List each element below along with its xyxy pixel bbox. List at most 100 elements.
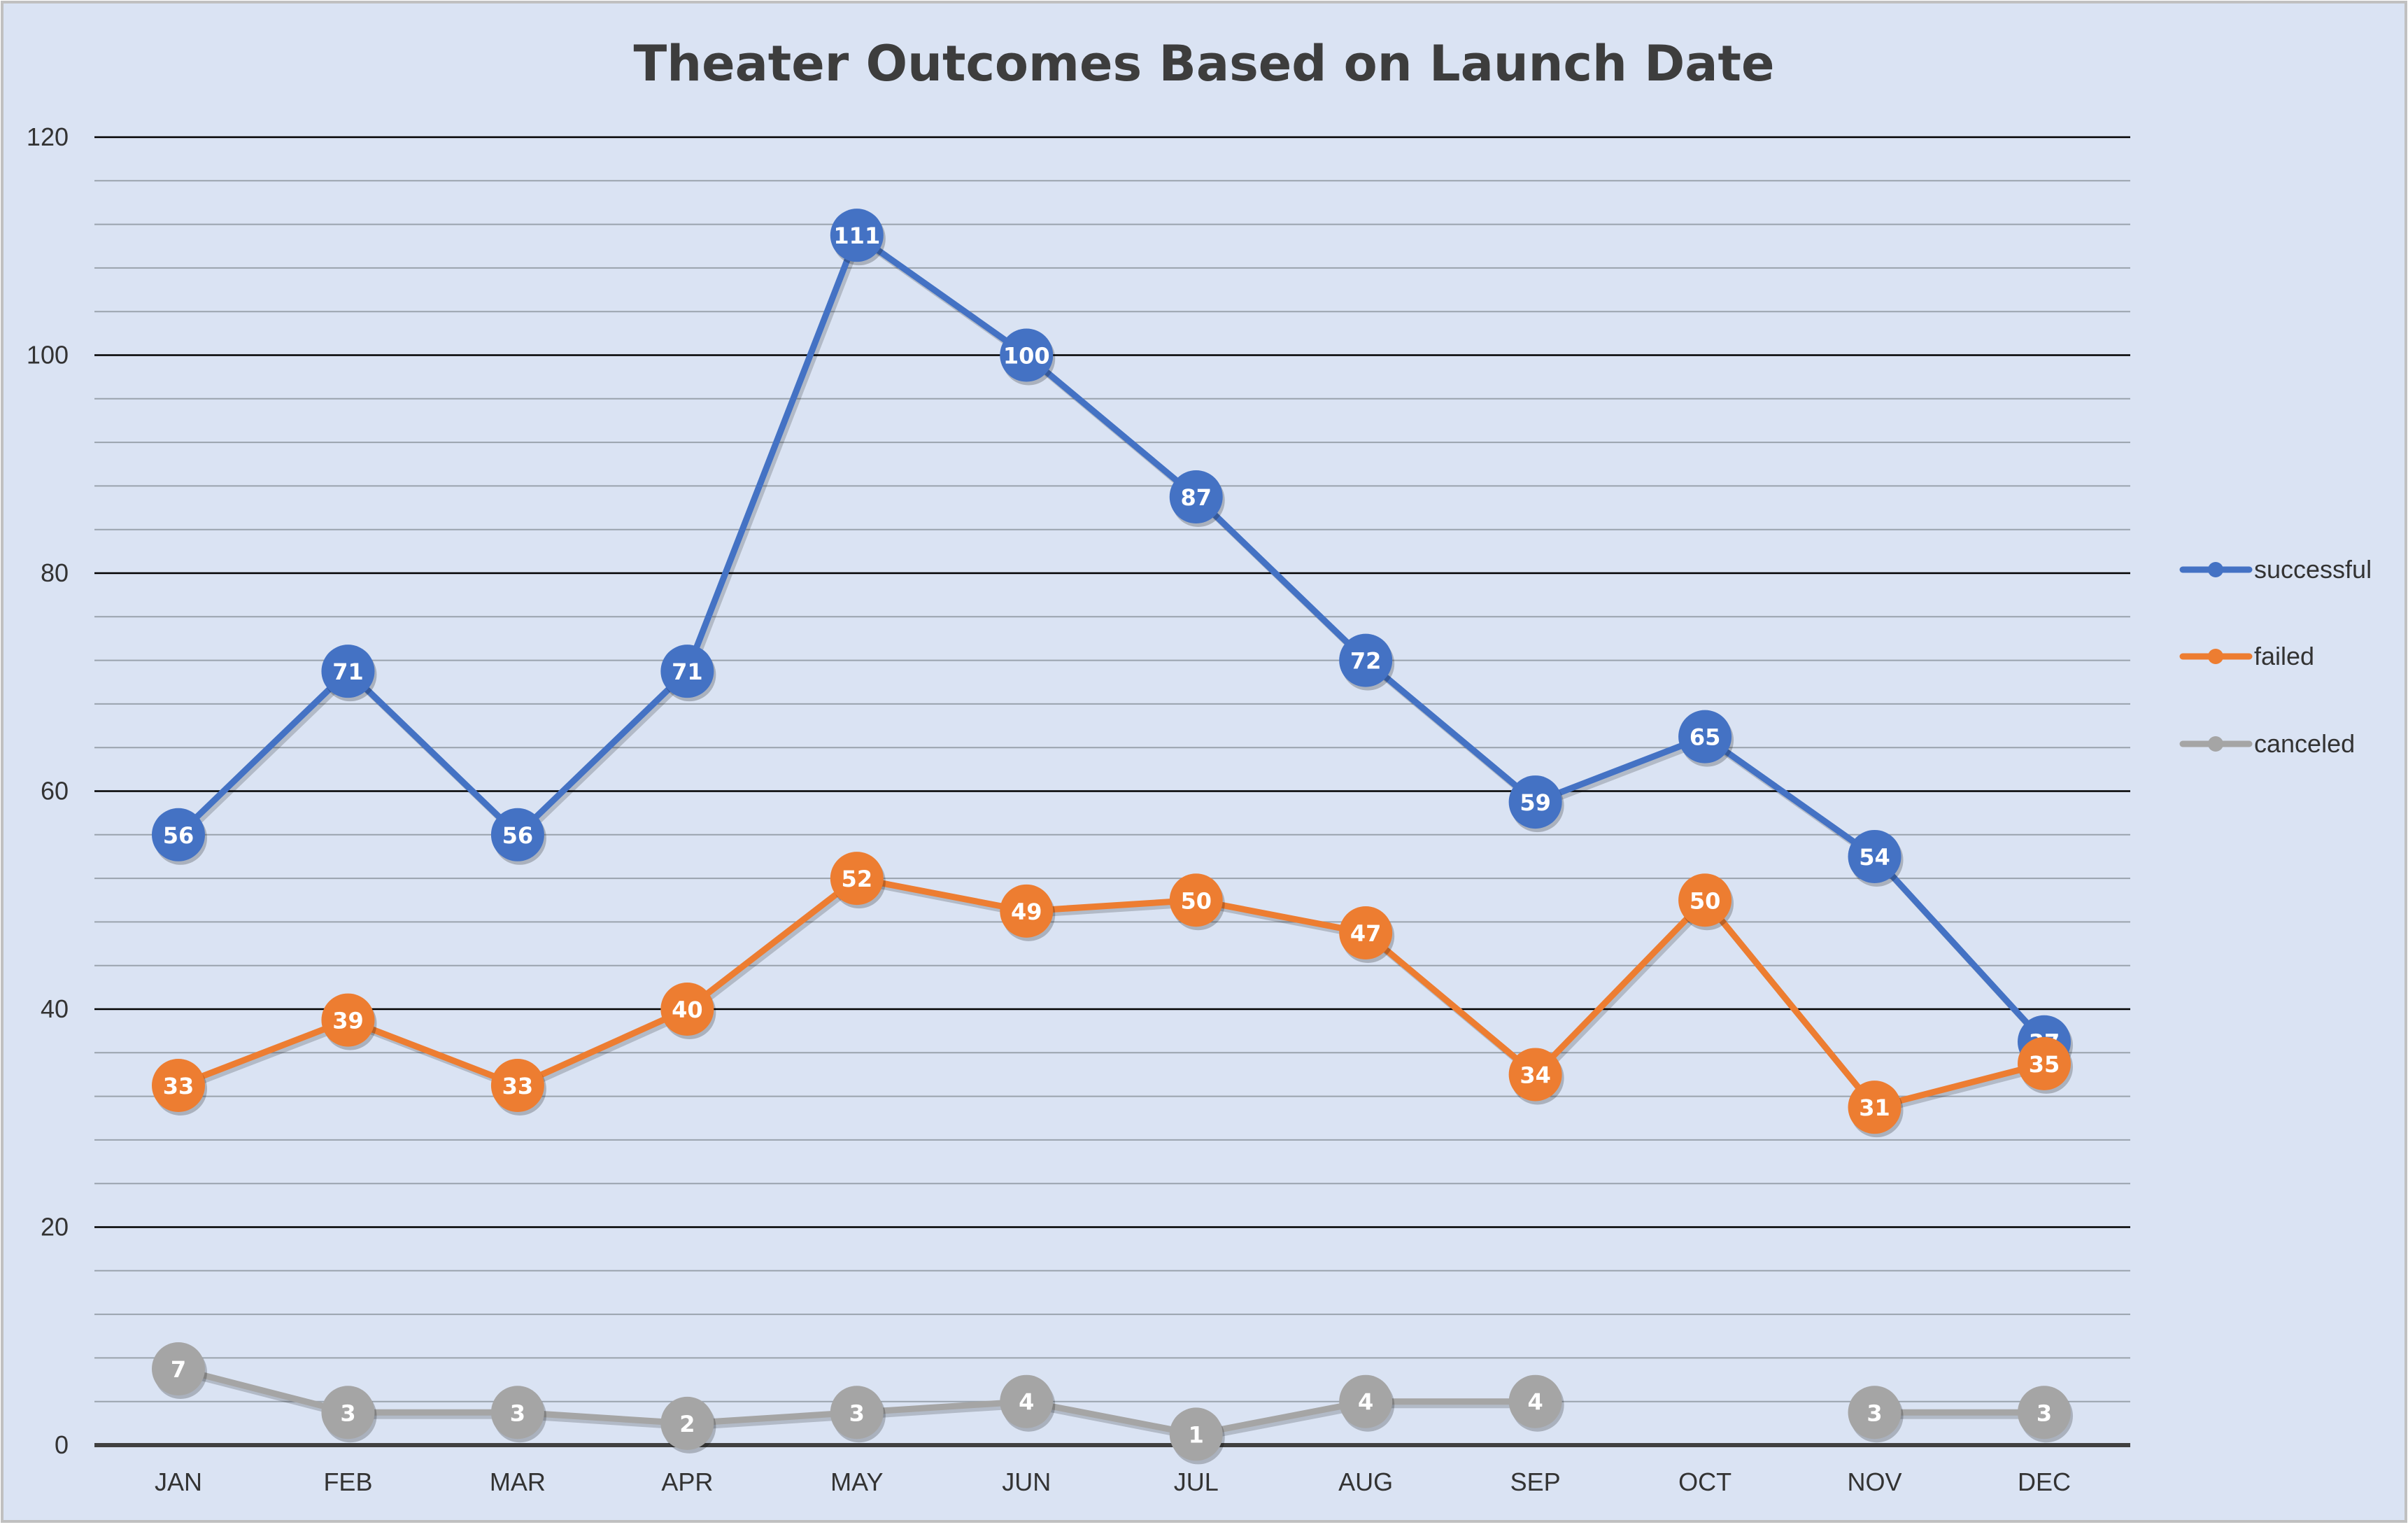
data-point-successful [490, 808, 544, 861]
x-tick-label: FEB [323, 1468, 372, 1496]
data-point-failed [152, 1059, 205, 1113]
data-label-canceled: 3 [2037, 1400, 2052, 1426]
data-label-successful: 59 [1520, 789, 1551, 816]
data-point-successful [152, 808, 205, 861]
data-point-failed [1169, 873, 1223, 927]
data-label-failed: 47 [1350, 920, 1382, 947]
legend-marker-successful [2208, 562, 2223, 577]
y-tick-label: 60 [41, 777, 69, 805]
data-labels: 5671567111110087725965543733393340524950… [152, 209, 2073, 1465]
data-point-successful [1000, 328, 1054, 382]
data-point-failed [830, 852, 884, 906]
x-tick-label: JUL [1174, 1468, 1219, 1496]
data-label-failed: 49 [1011, 899, 1042, 925]
data-label-failed: 33 [502, 1073, 534, 1099]
data-point-canceled [1339, 1374, 1393, 1428]
data-point-failed [1339, 906, 1393, 959]
data-label-canceled: 3 [849, 1400, 865, 1426]
x-tick-label: OCT [1678, 1468, 1731, 1496]
data-label-canceled: 4 [1358, 1389, 1373, 1416]
data-label-successful: 72 [1350, 648, 1382, 675]
legend-marker-failed [2208, 649, 2223, 664]
data-point-failed [2018, 1036, 2071, 1090]
data-point-successful [1848, 829, 1901, 883]
data-label-canceled: 1 [1189, 1421, 1204, 1448]
data-point-successful [1339, 633, 1393, 687]
data-label-canceled: 3 [1867, 1400, 1882, 1426]
x-tick-label: MAR [490, 1468, 546, 1496]
y-tick-label: 0 [55, 1430, 69, 1459]
data-point-canceled [1000, 1374, 1054, 1428]
data-point-canceled [660, 1396, 714, 1450]
data-point-canceled [490, 1386, 544, 1440]
legend-marker-canceled [2208, 736, 2223, 752]
data-point-failed [660, 983, 714, 1036]
data-point-successful [1508, 775, 1562, 829]
data-label-canceled: 3 [510, 1400, 525, 1426]
data-label-successful: 65 [1690, 724, 1721, 751]
x-tick-label: DEC [2018, 1468, 2071, 1496]
data-label-canceled: 2 [679, 1411, 695, 1437]
data-point-canceled [321, 1386, 375, 1440]
data-label-successful: 54 [1859, 844, 1890, 871]
y-tick-label: 100 [27, 341, 69, 370]
data-label-successful: 56 [163, 822, 194, 849]
data-label-failed: 50 [1180, 887, 1212, 914]
data-label-failed: 39 [332, 1008, 364, 1034]
y-tick-label: 20 [41, 1213, 69, 1241]
data-point-successful [830, 209, 884, 262]
data-label-failed: 31 [1859, 1095, 1890, 1121]
data-label-successful: 71 [672, 659, 703, 685]
legend-label-canceled: canceled [2254, 729, 2355, 758]
data-label-successful: 111 [833, 223, 880, 249]
data-point-failed [1508, 1048, 1562, 1102]
data-label-failed: 35 [2029, 1051, 2060, 1078]
chart-title: Theater Outcomes Based on Launch Date [634, 35, 1775, 92]
data-label-failed: 34 [1520, 1062, 1551, 1088]
data-point-failed [1678, 873, 1732, 927]
x-tick-label: APR [661, 1468, 713, 1496]
data-label-successful: 100 [1003, 343, 1050, 370]
legend: successful failed canceled [2179, 555, 2372, 758]
data-point-failed [1848, 1081, 1901, 1134]
series-line-successful [175, 232, 2048, 1046]
data-point-canceled [1169, 1407, 1223, 1461]
x-tick-label: SEP [1510, 1468, 1561, 1496]
series-line-failed [175, 875, 2048, 1111]
data-label-canceled: 7 [171, 1356, 186, 1383]
y-tick-label: 40 [41, 994, 69, 1023]
x-tick-label: MAY [830, 1468, 883, 1496]
data-point-successful [1169, 470, 1223, 523]
data-label-canceled: 4 [1019, 1389, 1034, 1416]
data-point-canceled [152, 1342, 205, 1395]
data-point-canceled [1508, 1374, 1562, 1428]
data-label-canceled: 4 [1528, 1389, 1543, 1416]
data-point-failed [321, 993, 375, 1047]
data-point-successful [660, 645, 714, 698]
x-tick-label: NOV [1848, 1468, 1902, 1496]
data-point-canceled [2018, 1386, 2071, 1440]
x-tick-label: JAN [155, 1468, 202, 1496]
data-label-failed: 40 [672, 997, 703, 1023]
legend-label-successful: successful [2254, 555, 2372, 584]
x-tick-label: JUN [1002, 1468, 1051, 1496]
axes: 0 20 40 60 80 100 120 JAN FEB MAR APR MAY JUN JUL AUG S… [27, 122, 2130, 1496]
data-label-successful: 56 [502, 822, 534, 849]
data-label-failed: 52 [842, 866, 873, 892]
data-point-failed [490, 1059, 544, 1113]
data-label-failed: 50 [1690, 887, 1721, 914]
data-point-successful [1678, 710, 1732, 764]
data-label-canceled: 3 [340, 1400, 355, 1426]
data-label-failed: 33 [163, 1073, 194, 1099]
data-point-failed [1000, 884, 1054, 938]
y-tick-label: 80 [41, 558, 69, 587]
x-tick-label: AUG [1338, 1468, 1393, 1496]
data-label-successful: 71 [332, 659, 364, 685]
data-label-successful: 87 [1180, 484, 1212, 511]
data-point-canceled [1848, 1386, 1901, 1440]
data-point-successful [321, 645, 375, 698]
data-point-canceled [830, 1386, 884, 1440]
